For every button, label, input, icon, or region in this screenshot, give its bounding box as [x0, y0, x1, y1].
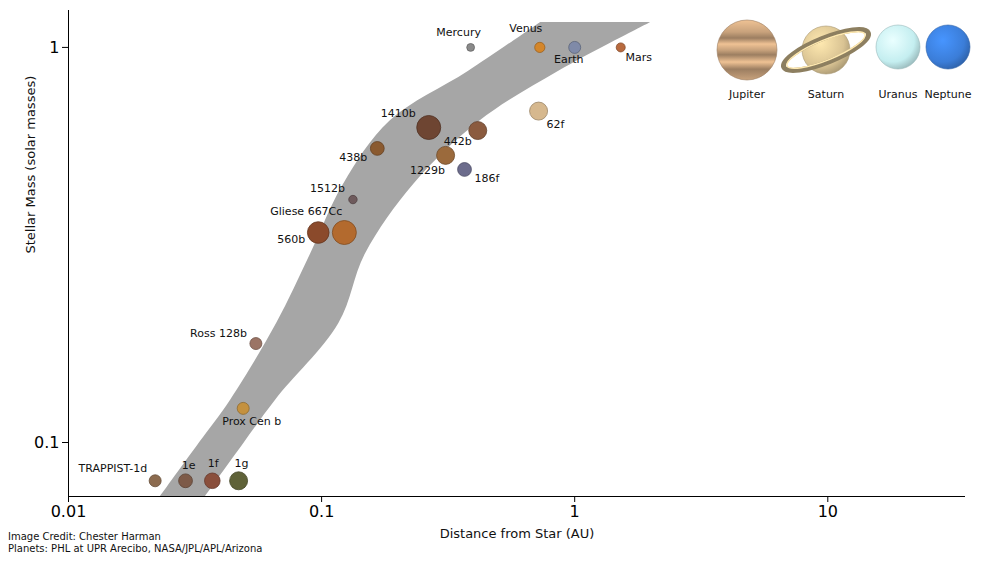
svg-text:1f: 1f	[208, 457, 220, 470]
svg-text:0.1: 0.1	[309, 502, 334, 521]
svg-text:1512b: 1512b	[310, 182, 345, 195]
svg-text:186f: 186f	[475, 172, 501, 185]
svg-text:Mars: Mars	[625, 51, 652, 64]
svg-text:Earth: Earth	[554, 53, 584, 66]
svg-text:1410b: 1410b	[381, 107, 416, 120]
svg-text:Saturn: Saturn	[808, 88, 844, 101]
svg-text:Prox Cen b: Prox Cen b	[222, 415, 281, 428]
svg-text:0.01: 0.01	[51, 502, 87, 521]
svg-text:1g: 1g	[235, 457, 249, 470]
svg-text:Ross 128b: Ross 128b	[190, 327, 247, 340]
svg-text:1e: 1e	[182, 459, 196, 472]
svg-text:Stellar Mass (solar masses): Stellar Mass (solar masses)	[23, 76, 38, 254]
svg-text:0.1: 0.1	[34, 433, 59, 452]
svg-text:10: 10	[818, 502, 838, 521]
svg-text:442b: 442b	[444, 135, 472, 148]
svg-text:Distance from Star (AU): Distance from Star (AU)	[440, 526, 595, 541]
html-text:Image Credit: Chester Harman: Image Credit: Chester Harman	[8, 531, 161, 542]
svg-text:Neptune: Neptune	[924, 88, 971, 101]
svg-text:Gliese 667Cc: Gliese 667Cc	[270, 205, 342, 218]
svg-text:1: 1	[49, 38, 59, 57]
svg-text:1: 1	[570, 502, 580, 521]
svg-text:Jupiter: Jupiter	[728, 88, 765, 101]
svg-text:438b: 438b	[339, 151, 367, 164]
svg-text:62f: 62f	[547, 118, 566, 131]
svg-text:560b: 560b	[277, 233, 305, 246]
svg-text:Venus: Venus	[509, 22, 542, 35]
svg-text:TRAPPIST-1d: TRAPPIST-1d	[78, 462, 148, 475]
html-text:Planets: PHL at UPR Arecibo, N: Planets: PHL at UPR Arecibo, NASA/JPL/AP…	[8, 543, 263, 554]
svg-text:1229b: 1229b	[410, 164, 445, 177]
svg-text:Uranus: Uranus	[879, 88, 918, 101]
svg-text:Mercury: Mercury	[436, 26, 481, 39]
